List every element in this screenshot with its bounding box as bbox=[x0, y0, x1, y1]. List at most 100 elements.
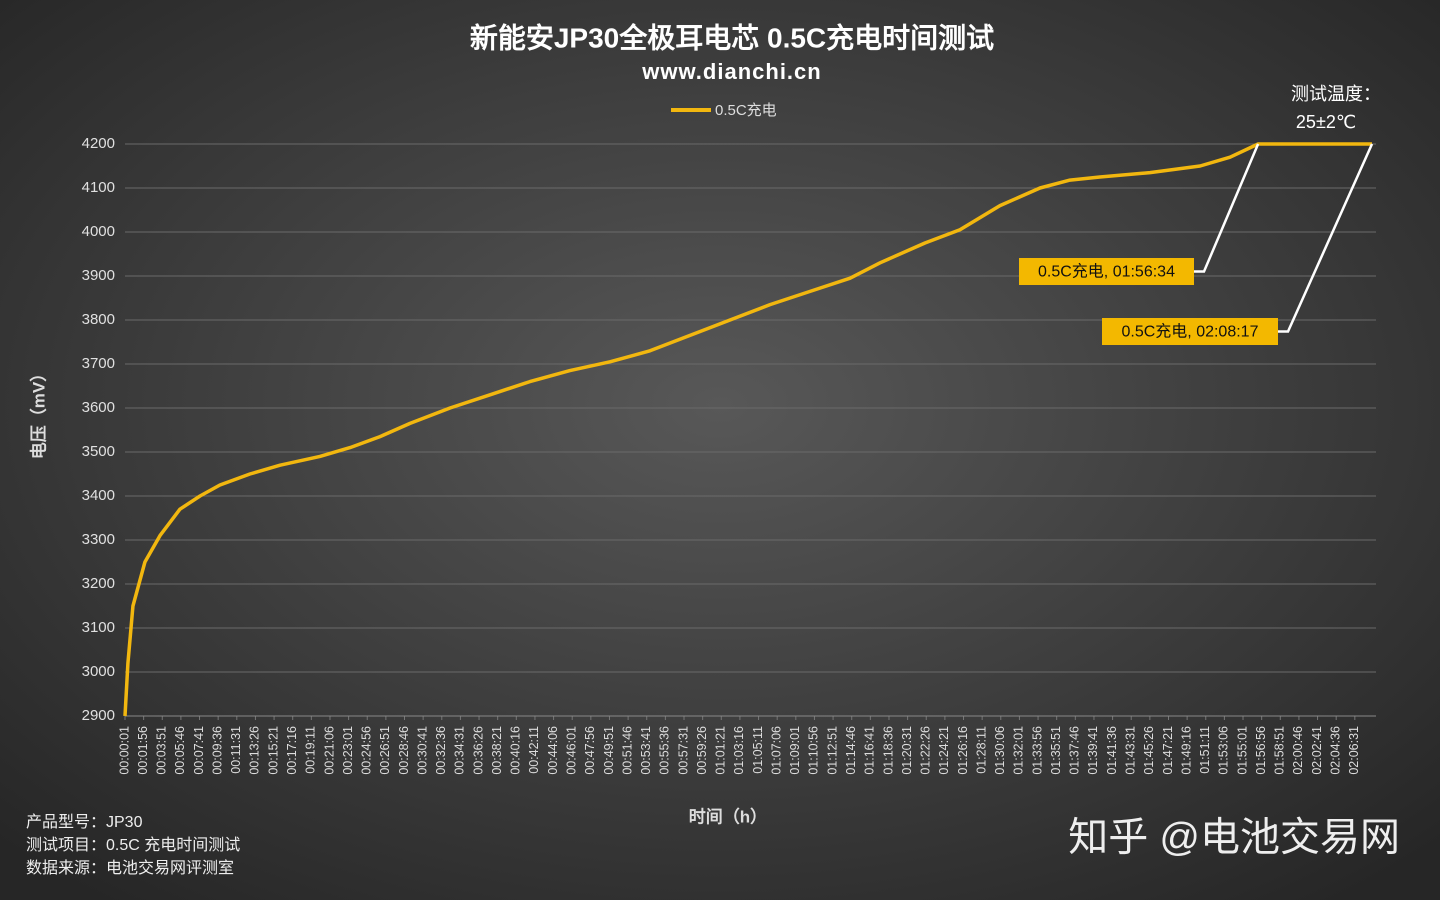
y-axis-label: 电压（mV） bbox=[28, 365, 48, 459]
x-tick-label: 01:39:41 bbox=[1086, 726, 1100, 775]
x-tick-label: 01:41:36 bbox=[1105, 726, 1119, 775]
x-tick-label: 00:15:21 bbox=[266, 726, 280, 775]
x-tick-label: 01:43:31 bbox=[1124, 726, 1138, 775]
x-tick-label: 01:10:56 bbox=[807, 726, 821, 775]
x-tick-label: 01:30:06 bbox=[993, 726, 1007, 775]
x-tick-label: 00:46:01 bbox=[565, 726, 579, 775]
y-tick-label: 3400 bbox=[82, 487, 115, 504]
x-tick-label: 00:24:56 bbox=[360, 726, 374, 775]
x-tick-label: 00:36:26 bbox=[471, 726, 485, 775]
x-tick-label: 00:09:36 bbox=[210, 726, 224, 775]
footnote: 数据来源：电池交易网评测室 bbox=[26, 859, 234, 877]
x-tick-label: 01:32:01 bbox=[1012, 726, 1026, 775]
annotation-label: 0.5C充电, 02:08:17 bbox=[1122, 323, 1259, 341]
y-tick-label: 3700 bbox=[82, 355, 115, 372]
annotation-box bbox=[1019, 258, 1194, 285]
x-tick-label: 00:44:06 bbox=[546, 726, 560, 775]
chart-subtitle: www.dianchi.cn bbox=[641, 59, 821, 84]
y-tick-label: 3200 bbox=[82, 575, 115, 592]
y-tick-label: 3800 bbox=[82, 311, 115, 328]
x-tick-label: 01:33:56 bbox=[1030, 726, 1044, 775]
x-tick-label: 00:59:26 bbox=[695, 726, 709, 775]
x-tick-label: 00:03:51 bbox=[155, 726, 169, 775]
y-tick-label: 3600 bbox=[82, 399, 115, 416]
x-tick-label: 01:01:21 bbox=[714, 726, 728, 775]
x-tick-label: 00:55:36 bbox=[658, 726, 672, 775]
x-tick-label: 01:14:46 bbox=[844, 726, 858, 775]
annotation-box bbox=[1102, 318, 1278, 345]
x-tick-label: 01:53:06 bbox=[1217, 726, 1231, 775]
x-tick-label: 02:04:36 bbox=[1328, 726, 1342, 775]
x-tick-label: 00:51:46 bbox=[620, 726, 634, 775]
x-tick-label: 01:45:26 bbox=[1142, 726, 1156, 775]
annotation-label: 0.5C充电, 01:56:34 bbox=[1038, 263, 1175, 281]
y-tick-label: 3500 bbox=[82, 443, 115, 460]
x-tick-label: 01:55:01 bbox=[1235, 726, 1249, 775]
x-tick-label: 01:56:56 bbox=[1254, 726, 1268, 775]
annotation-connector bbox=[1194, 143, 1260, 273]
x-tick-label: 00:00:01 bbox=[117, 726, 131, 775]
x-tick-label: 00:23:01 bbox=[341, 726, 355, 775]
y-tick-label: 4100 bbox=[82, 179, 115, 196]
x-tick-label: 00:13:26 bbox=[248, 726, 262, 775]
y-tick-label: 3300 bbox=[82, 531, 115, 548]
x-tick-label: 01:47:21 bbox=[1161, 726, 1175, 775]
x-tick-label: 01:20:31 bbox=[900, 726, 914, 775]
x-tick-label: 01:09:01 bbox=[788, 726, 802, 775]
x-tick-label: 00:05:46 bbox=[173, 726, 187, 775]
x-tick-label: 00:42:11 bbox=[527, 726, 541, 774]
x-tick-label: 01:28:11 bbox=[974, 726, 988, 774]
x-tick-label: 00:11:31 bbox=[229, 726, 243, 774]
x-tick-label: 00:28:46 bbox=[397, 726, 411, 775]
x-tick-label: 01:03:16 bbox=[732, 726, 746, 775]
y-tick-label: 3100 bbox=[82, 619, 115, 636]
x-tick-label: 01:05:11 bbox=[751, 726, 765, 774]
x-tick-label: 00:32:36 bbox=[434, 726, 448, 775]
x-tick-label: 01:51:11 bbox=[1198, 726, 1212, 774]
y-tick-label: 4200 bbox=[82, 135, 115, 152]
x-axis-label: 时间（h） bbox=[689, 806, 767, 826]
x-tick-label: 01:58:51 bbox=[1273, 726, 1287, 775]
x-tick-label: 00:01:56 bbox=[136, 726, 150, 775]
x-tick-label: 01:22:26 bbox=[919, 726, 933, 775]
chart-title: 新能安JP30全极耳电芯 0.5C充电时间测试 bbox=[470, 21, 994, 53]
temperature-note: 测试温度： bbox=[1291, 84, 1381, 104]
x-tick-label: 01:18:36 bbox=[881, 726, 895, 775]
x-tick-label: 00:38:21 bbox=[490, 726, 504, 775]
x-tick-label: 00:34:31 bbox=[453, 726, 467, 775]
x-tick-label: 02:00:46 bbox=[1291, 726, 1305, 775]
y-tick-label: 3000 bbox=[82, 663, 115, 680]
x-tick-label: 00:57:31 bbox=[676, 726, 690, 775]
x-tick-label: 01:24:21 bbox=[937, 726, 951, 775]
y-tick-label: 4000 bbox=[82, 223, 115, 240]
x-tick-label: 00:49:51 bbox=[602, 726, 616, 775]
x-tick-label: 00:17:16 bbox=[285, 726, 299, 775]
x-tick-label: 00:26:51 bbox=[378, 726, 392, 775]
x-tick-label: 00:47:56 bbox=[583, 726, 597, 775]
x-tick-label: 00:40:16 bbox=[509, 726, 523, 775]
x-tick-label: 01:49:16 bbox=[1179, 726, 1193, 775]
footnote: 产品型号：JP30 bbox=[26, 813, 143, 831]
watermark: 知乎 @电池交易网 bbox=[1068, 816, 1400, 860]
x-tick-label: 00:53:41 bbox=[639, 726, 653, 775]
x-tick-label: 00:30:41 bbox=[415, 726, 429, 775]
x-tick-label: 02:02:41 bbox=[1310, 726, 1324, 775]
x-tick-label: 00:19:11 bbox=[304, 726, 318, 774]
y-tick-label: 3900 bbox=[82, 267, 115, 284]
x-tick-label: 00:07:41 bbox=[192, 726, 206, 775]
x-tick-label: 01:35:51 bbox=[1049, 726, 1063, 775]
x-tick-label: 01:37:46 bbox=[1068, 726, 1082, 775]
y-tick-label: 2900 bbox=[82, 707, 115, 724]
x-tick-label: 01:07:06 bbox=[769, 726, 783, 775]
footnote: 测试项目：0.5C 充电时间测试 bbox=[26, 836, 240, 854]
x-tick-label: 01:26:16 bbox=[956, 726, 970, 775]
x-tick-label: 02:06:31 bbox=[1347, 726, 1361, 775]
x-tick-label: 01:12:51 bbox=[825, 726, 839, 775]
x-tick-label: 00:21:06 bbox=[322, 726, 336, 775]
annotation-connector bbox=[1278, 143, 1374, 333]
legend-label: 0.5C充电 bbox=[715, 102, 777, 119]
x-tick-label: 01:16:41 bbox=[863, 726, 877, 775]
data-line bbox=[123, 142, 1372, 717]
